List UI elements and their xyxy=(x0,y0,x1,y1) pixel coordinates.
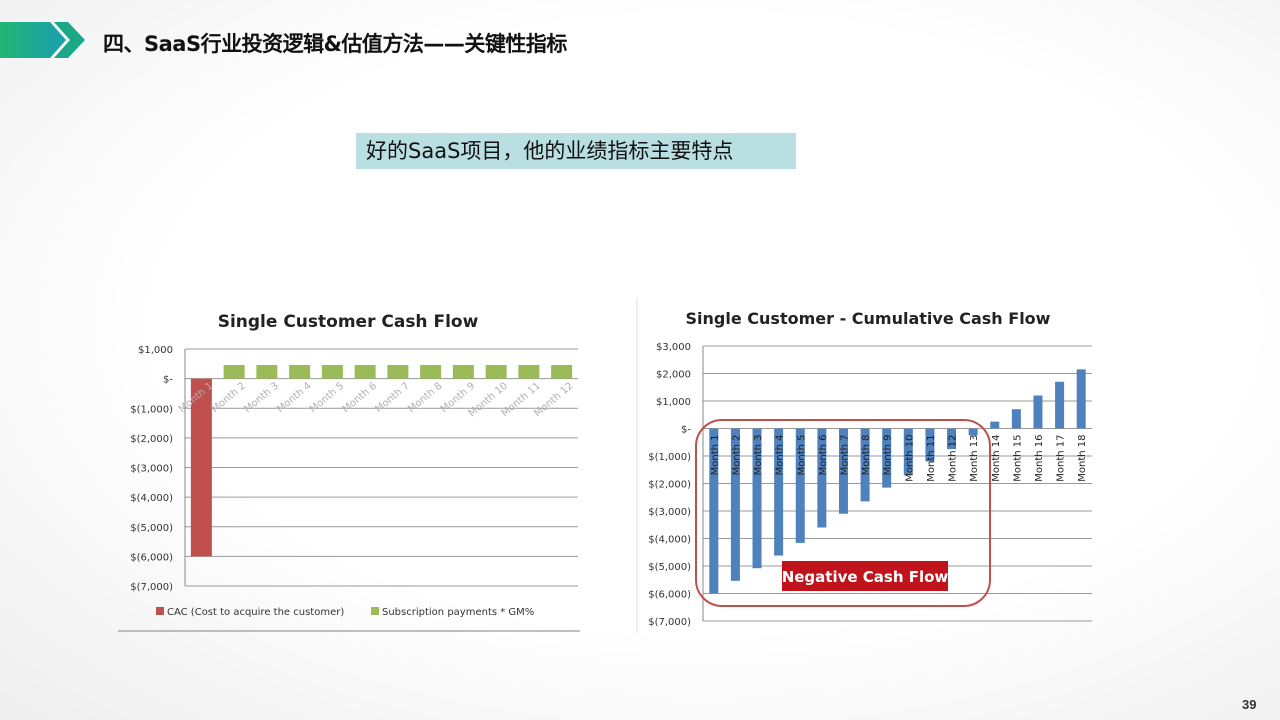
y-tick-label: $(3,000) xyxy=(130,464,173,475)
x-tick-label: Month 1 xyxy=(710,435,721,476)
x-tick-label: Month 12 xyxy=(948,435,959,482)
y-tick-label: $3,000 xyxy=(656,342,691,353)
y-tick-label: $(5,000) xyxy=(648,562,691,573)
bar xyxy=(1033,395,1043,429)
legend-label: Subscription payments * GM% xyxy=(382,607,534,618)
x-tick-label: Month 8 xyxy=(861,435,872,476)
bar xyxy=(387,364,409,379)
chart-single-customer-cash-flow: Single Customer Cash Flow $1,000 $- $(1,000… xyxy=(118,312,580,632)
y-tick-label: $(2,000) xyxy=(648,480,691,491)
bar xyxy=(321,364,343,379)
x-tick-label: Month 14 xyxy=(991,435,1002,482)
bar xyxy=(968,428,978,436)
x-tick-label: Month 4 xyxy=(275,380,313,415)
legend-swatch xyxy=(371,607,379,615)
bar xyxy=(420,364,442,379)
bar xyxy=(1076,369,1086,429)
subtitle-box: 好的SaaS项目，他的业绩指标主要特点 xyxy=(356,133,796,169)
bar xyxy=(860,428,870,502)
bar xyxy=(882,428,892,488)
bar xyxy=(289,364,311,379)
bar xyxy=(990,421,1000,429)
x-tick-label: Month 9 xyxy=(883,435,894,476)
bar xyxy=(774,428,784,556)
x-tick-label: Month 8 xyxy=(406,380,444,415)
legend-swatch xyxy=(156,607,164,615)
bar xyxy=(925,428,935,462)
y-tick-label: $2,000 xyxy=(656,370,691,381)
bar xyxy=(452,364,474,379)
x-tick-label: Month 10 xyxy=(904,435,915,482)
y-tick-label: $(7,000) xyxy=(648,617,691,628)
x-tick-label: Month 16 xyxy=(1034,435,1045,482)
x-tick-label: Month 13 xyxy=(969,435,980,482)
y-tick-label: $(1,000) xyxy=(648,452,691,463)
x-tick-label: Month 15 xyxy=(1012,435,1023,482)
x-tick-label: Month 5 xyxy=(796,435,807,476)
y-tick-label: $1,000 xyxy=(656,397,691,408)
bar xyxy=(485,364,507,379)
chart-cumulative-cash-flow: Single Customer - Cumulative Cash Flow $3… xyxy=(636,298,1092,633)
y-tick-label: $(6,000) xyxy=(648,590,691,601)
y-tick-label: $(1,000) xyxy=(130,404,173,415)
bar xyxy=(730,428,740,581)
x-tick-label: Month 4 xyxy=(775,435,786,476)
x-tick-label: Month 7 xyxy=(839,435,850,476)
page-number: 39 xyxy=(1242,697,1257,712)
chart-title: Single Customer Cash Flow xyxy=(218,312,479,332)
bar xyxy=(551,364,573,379)
bar xyxy=(752,428,762,569)
x-tick-label: Month 11 xyxy=(926,435,937,482)
x-tick-label: Month 6 xyxy=(818,435,829,476)
y-tick-label: $- xyxy=(681,425,691,436)
y-tick-label: $(4,000) xyxy=(648,535,691,546)
y-tick-label: $- xyxy=(163,375,173,386)
bar xyxy=(518,364,540,379)
y-tick-label: $(7,000) xyxy=(130,582,173,593)
chart-title: Single Customer - Cumulative Cash Flow xyxy=(686,309,1051,328)
x-tick-label: Month 18 xyxy=(1077,435,1088,482)
y-tick-label: $(2,000) xyxy=(130,434,173,445)
x-tick-label: Month 5 xyxy=(308,380,346,415)
bar xyxy=(1011,409,1021,429)
bar xyxy=(256,364,278,379)
bar xyxy=(1055,381,1065,429)
annotation-box xyxy=(782,561,948,591)
x-tick-label: Month 17 xyxy=(1056,435,1067,482)
x-tick-label: Month 6 xyxy=(341,380,379,415)
y-tick-label: $(5,000) xyxy=(130,523,173,534)
bar xyxy=(354,364,376,379)
bar xyxy=(190,378,212,557)
legend-label: CAC (Cost to acquire the customer) xyxy=(167,607,344,618)
y-tick-label: $(3,000) xyxy=(648,507,691,518)
bar xyxy=(223,364,245,379)
negative-region-outline xyxy=(695,419,991,607)
x-tick-label: Month 2 xyxy=(731,435,742,476)
bar xyxy=(903,428,913,476)
x-tick-label: Month 3 xyxy=(242,380,280,415)
bar xyxy=(947,428,957,450)
slide-title: 四、SaaS行业投资逻辑&估值方法——关键性指标 xyxy=(103,32,567,56)
bar xyxy=(817,428,827,528)
x-tick-label: Month 7 xyxy=(373,380,411,415)
bar xyxy=(795,428,805,543)
x-tick-label: Month 3 xyxy=(753,435,764,476)
bar xyxy=(838,428,848,514)
y-tick-label: $(6,000) xyxy=(130,552,173,563)
annotation-label: Negative Cash Flow xyxy=(782,568,949,586)
y-tick-label: $1,000 xyxy=(138,345,173,356)
header-chevron-icon xyxy=(0,22,85,58)
x-tick-label: Month 2 xyxy=(210,380,248,415)
bar xyxy=(709,428,719,594)
y-tick-label: $(4,000) xyxy=(130,493,173,504)
